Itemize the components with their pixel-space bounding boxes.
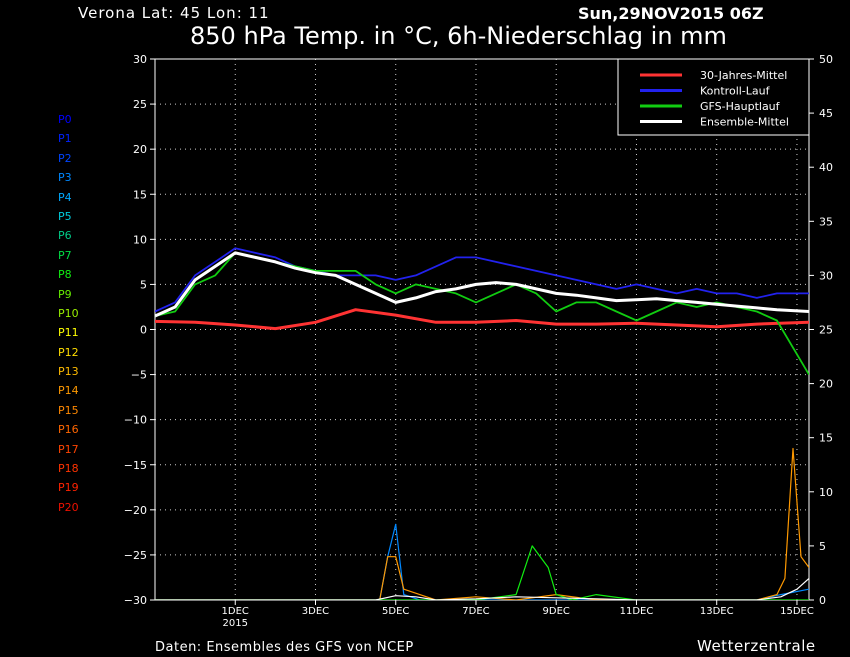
series-line-gfs-hauptlauf	[155, 251, 809, 376]
run-time-label: Sun,29NOV2015 06Z	[578, 4, 764, 23]
member-label-p18: P18	[58, 462, 79, 476]
x-tick-label: 7DEC	[462, 606, 489, 617]
member-label-p8: P8	[58, 268, 72, 282]
x-tick-label: 15DEC	[780, 606, 814, 617]
series-line-ensemble-mittel	[155, 251, 809, 318]
series-line-niederschlag-p14	[155, 447, 809, 600]
y-left-tick-label: −25	[124, 549, 147, 562]
series-line-30-jahres-mittel	[155, 308, 809, 331]
member-label-p11: P11	[58, 326, 79, 340]
y-right-tick-label: 5	[819, 540, 826, 553]
x-tick-label: 13DEC	[700, 606, 734, 617]
y-left-tick-label: 10	[133, 233, 147, 246]
legend-label: Ensemble-Mittel	[700, 116, 789, 129]
member-label-p16: P16	[58, 423, 79, 437]
y-left-tick-label: −30	[124, 594, 147, 607]
chart-grid	[155, 59, 809, 600]
y-left-tick-label: 0	[140, 324, 147, 337]
member-label-p7: P7	[58, 248, 72, 262]
y-right-tick-label: 40	[819, 161, 833, 174]
member-label-p17: P17	[58, 442, 79, 456]
chart-axes: 302520151050−5−10−15−20−25−3050454035302…	[124, 53, 833, 629]
member-label-p19: P19	[58, 481, 79, 495]
member-label-p4: P4	[58, 190, 72, 204]
member-label-p0: P0	[58, 113, 72, 126]
series-line-niederschlag-mittel	[155, 577, 809, 600]
member-label-p14: P14	[58, 384, 79, 398]
legend-label: 30-Jahres-Mittel	[700, 69, 787, 82]
x-tick-label: 11DEC	[620, 606, 654, 617]
location-label: Verona Lat: 45 Lon: 11	[78, 4, 270, 22]
series-line-kontroll-lauf	[155, 247, 809, 313]
member-label-p15: P15	[58, 403, 79, 417]
chart-title: 850 hPa Temp. in °C, 6h-Niederschlag in …	[190, 22, 727, 50]
y-right-tick-label: 35	[819, 215, 833, 228]
member-label-p13: P13	[58, 365, 79, 379]
x-tick-label: 1DEC	[222, 606, 249, 617]
member-label-p1: P1	[58, 132, 72, 146]
x-tick-label: 3DEC	[302, 606, 329, 617]
brand-label: Wetterzentrale	[697, 637, 816, 655]
y-right-tick-label: 25	[819, 324, 833, 337]
y-left-tick-label: −20	[124, 504, 147, 517]
member-label-p20: P20	[58, 500, 79, 514]
y-right-tick-label: 20	[819, 378, 833, 391]
y-left-tick-label: 30	[133, 53, 147, 66]
y-left-tick-label: 25	[133, 98, 147, 111]
legend-label: Kontroll-Lauf	[700, 85, 771, 98]
ensemble-member-list: P0 P1 P2 P3 P4 P5 P6 P7 P8 P9 P10 P11 P12 P13 P14 P15 P1…	[58, 110, 79, 517]
y-left-tick-label: −10	[124, 414, 147, 427]
x-tick-label: 9DEC	[543, 606, 570, 617]
y-right-tick-label: 10	[819, 486, 833, 499]
y-right-tick-label: 15	[819, 432, 833, 445]
member-label-p2: P2	[58, 151, 72, 165]
legend-label: GFS-Hauptlauf	[700, 100, 781, 113]
member-label-p5: P5	[58, 209, 72, 223]
y-right-tick-label: 30	[819, 269, 833, 282]
series-line-niederschlag-p4	[155, 523, 809, 600]
chart-series	[155, 247, 809, 600]
y-right-tick-label: 50	[819, 53, 833, 66]
x-tick-sublabel: 2015	[223, 618, 248, 629]
data-source-label: Daten: Ensembles des GFS von NCEP	[155, 640, 414, 655]
y-right-tick-label: 45	[819, 107, 833, 120]
y-right-tick-label: 0	[819, 594, 826, 607]
x-tick-label: 5DEC	[382, 606, 409, 617]
member-label-p12: P12	[58, 345, 79, 359]
chart-legend: 30-Jahres-Mittel Kontroll-Lauf GFS-Hauptla…	[617, 58, 810, 136]
y-left-tick-label: −5	[131, 369, 147, 382]
member-label-p6: P6	[58, 229, 72, 243]
y-left-tick-label: −15	[124, 459, 147, 472]
member-label-p9: P9	[58, 287, 72, 301]
member-label-p3: P3	[58, 171, 72, 185]
member-label-p10: P10	[58, 306, 79, 320]
series-line-niederschlag-p8	[155, 545, 809, 600]
y-left-tick-label: 20	[133, 143, 147, 156]
y-left-tick-label: 5	[140, 278, 147, 291]
y-left-tick-label: 15	[133, 188, 147, 201]
